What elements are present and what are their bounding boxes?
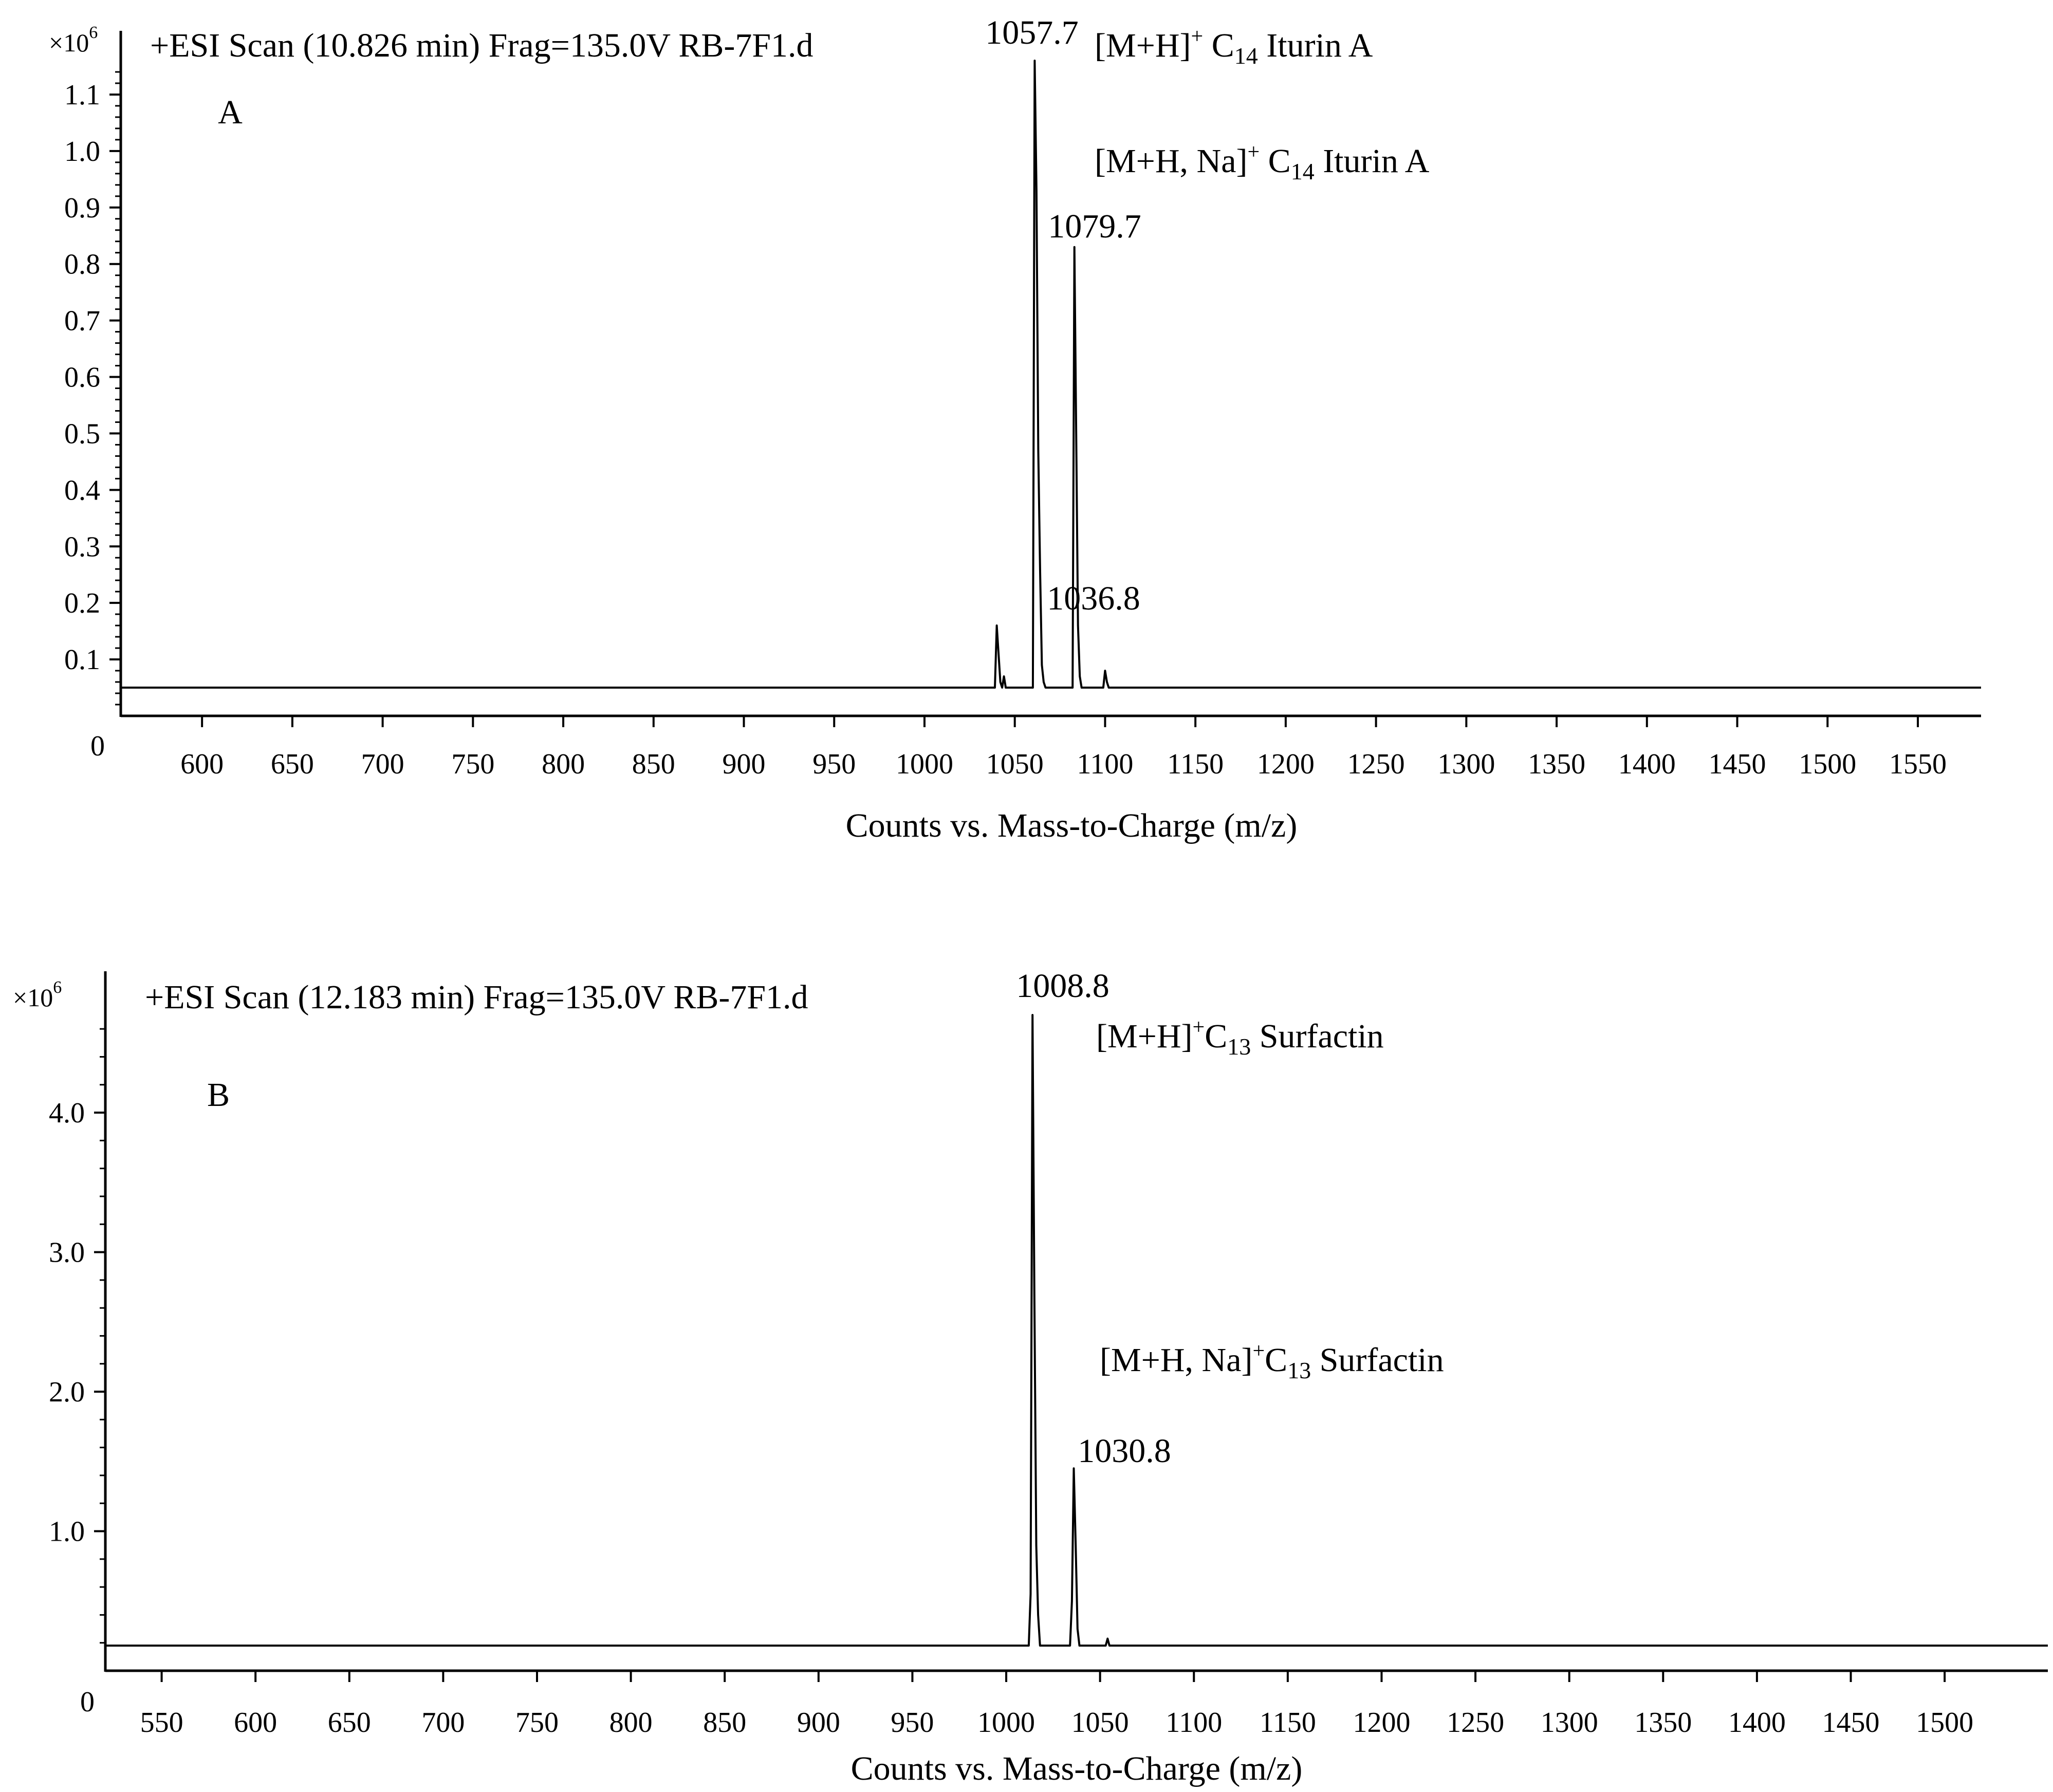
- panel-a-y-tick-label: 0.3: [64, 531, 100, 563]
- panel-b-y-tick-label: 4.0: [49, 1097, 85, 1129]
- panel-b-x-tick-label: 1300: [1541, 1707, 1598, 1739]
- panel-b-x-tick-label: 600: [234, 1707, 277, 1739]
- panel-a-spectrum-trace: [121, 60, 1981, 689]
- panel-b-x-tick-label: 1000: [977, 1707, 1035, 1739]
- panel-a-x-tick-label: 1500: [1799, 748, 1856, 780]
- panel-a-y-tick-label: 0.1: [64, 644, 100, 676]
- panel-b-x-tick-label: 1150: [1260, 1707, 1316, 1739]
- panel-a-annotation-mh-iturin: [M+H]+ C14 Iturin A: [1095, 25, 1373, 69]
- panel-b-x-tick-label: 1400: [1728, 1707, 1786, 1739]
- panel-a-y-tick-label: 0.4: [64, 474, 100, 506]
- panel-b-y-multiplier: ×106: [13, 978, 62, 1012]
- panel-b-peak-label-1008: 1008.8: [1016, 967, 1109, 1005]
- panel-a-letter: A: [218, 94, 243, 131]
- panel-b-annotation-mhna-surfactin: [M+H, Na]+C13 Surfactin: [1100, 1339, 1444, 1383]
- panel-b-y-tick-label: 1.0: [49, 1516, 85, 1548]
- panel-a-y-multiplier: ×106: [49, 23, 98, 57]
- panel-a-y-tick-label: 0.9: [64, 192, 100, 224]
- panel-b-x-tick-label: 1500: [1916, 1707, 1973, 1739]
- panel-a-x-tick-label: 800: [542, 748, 585, 780]
- panel-a-x-tick-label: 700: [361, 748, 404, 780]
- panel-b-y-tick-label: 3.0: [49, 1237, 85, 1269]
- panel-b-x-tick-label: 1100: [1166, 1707, 1222, 1739]
- panel-a-y-tick-label: 0.2: [64, 587, 100, 619]
- panel-a-spectrum: 0.1 0.2 0.3 0.4 0.5 0.6 0.7 0.8 0.9 1.0 1.1 600 650…: [49, 14, 1981, 844]
- panel-b-x-tick-label: 800: [609, 1707, 653, 1739]
- panel-a-peak-label-1036: 1036.8: [1047, 580, 1140, 617]
- panel-a-y-tick-label: 1.0: [64, 136, 100, 168]
- panel-a-x-tick-label: 950: [812, 748, 856, 780]
- panel-b-x-tick-label: 550: [140, 1707, 183, 1739]
- panel-a-y-zero-label: 0: [90, 730, 105, 762]
- panel-a-x-tick-label: 650: [271, 748, 314, 780]
- panel-b-x-tick-label: 1250: [1447, 1707, 1504, 1739]
- panel-a-x-tick-label: 1200: [1257, 748, 1315, 780]
- panel-a-x-tick-label: 1300: [1437, 748, 1495, 780]
- panel-b-x-tick-label: 1450: [1822, 1707, 1880, 1739]
- panel-a-x-tick-label: 1000: [896, 748, 953, 780]
- panel-b-x-tick-label: 850: [703, 1707, 746, 1739]
- panel-b-scan-title: +ESI Scan (12.183 min) Frag=135.0V RB-7F…: [145, 978, 808, 1016]
- panel-a-x-tick-label: 1050: [986, 748, 1044, 780]
- panel-a-y-axis-ticks: 0.1 0.2 0.3 0.4 0.5 0.6 0.7 0.8 0.9 1.0 1.1: [64, 71, 121, 706]
- panel-a-x-tick-label: 1400: [1618, 748, 1676, 780]
- panel-a-annotation-mhna-iturin: [M+H, Na]+ C14 Iturin A: [1095, 140, 1430, 184]
- panel-b-y-zero-label: 0: [80, 1686, 95, 1718]
- panel-b-x-tick-label: 1200: [1353, 1707, 1410, 1739]
- panel-a-x-axis-ticks: 600 650 700 750 800 850 900 950 1000 1050 1100 1150…: [180, 716, 1947, 780]
- panel-b-spectrum-trace: [105, 1014, 2048, 1647]
- panel-a-x-tick-label: 1550: [1889, 748, 1947, 780]
- panel-b-letter: B: [207, 1076, 230, 1114]
- panel-a-x-tick-label: 850: [632, 748, 675, 780]
- panel-b-annotation-mh-surfactin: [M+H]+C13 Surfactin: [1096, 1015, 1384, 1060]
- panel-a-y-tick-label: 0.5: [64, 418, 100, 450]
- panel-a-y-tick-label: 0.8: [64, 249, 100, 281]
- panel-a-y-tick-label: 1.1: [64, 79, 100, 111]
- panel-a-x-tick-label: 750: [451, 748, 494, 780]
- panel-b-x-axis-title: Counts vs. Mass-to-Charge (m/z): [851, 1750, 1303, 1787]
- panel-a-peak-label-1079: 1079.7: [1048, 208, 1141, 245]
- panel-b-x-tick-label: 950: [891, 1707, 934, 1739]
- panel-a-x-tick-label: 1150: [1167, 748, 1224, 780]
- panel-b-x-axis-ticks: 550 600 650 700 750 800 850 900 950 1000 1050 1100 1…: [140, 1671, 1973, 1739]
- panel-a-scan-title: +ESI Scan (10.826 min) Frag=135.0V RB-7F…: [150, 27, 813, 64]
- panel-a-y-tick-label: 0.6: [64, 362, 100, 394]
- panel-b-y-tick-label: 2.0: [49, 1376, 85, 1408]
- panel-b-x-tick-label: 650: [328, 1707, 371, 1739]
- panel-b-y-axis-ticks: 1.0 2.0 3.0 4.0: [49, 1028, 105, 1644]
- panel-a-x-tick-label: 900: [723, 748, 766, 780]
- panel-a-x-tick-label: 600: [180, 748, 224, 780]
- panel-a-y-tick-label: 0.7: [64, 305, 100, 337]
- panel-b-x-tick-label: 1350: [1634, 1707, 1692, 1739]
- panel-b-peak-label-1030: 1030.8: [1078, 1432, 1171, 1470]
- panel-b-x-tick-label: 900: [797, 1707, 840, 1739]
- panel-a-peak-label-1057: 1057.7: [985, 14, 1079, 51]
- panel-a-x-tick-label: 1250: [1347, 748, 1405, 780]
- panel-b-x-tick-label: 700: [421, 1707, 465, 1739]
- panel-a-x-tick-label: 1450: [1709, 748, 1766, 780]
- panel-b-x-tick-label: 1050: [1071, 1707, 1129, 1739]
- panel-a-x-tick-label: 1350: [1528, 748, 1585, 780]
- panel-b-x-tick-label: 750: [515, 1707, 559, 1739]
- panel-a-x-tick-label: 1100: [1077, 748, 1133, 780]
- panel-b-spectrum: 1.0 2.0 3.0 4.0 550 600 650 700 750 800 850 900 950…: [13, 967, 2048, 1787]
- panel-a-x-axis-title: Counts vs. Mass-to-Charge (m/z): [846, 807, 1298, 844]
